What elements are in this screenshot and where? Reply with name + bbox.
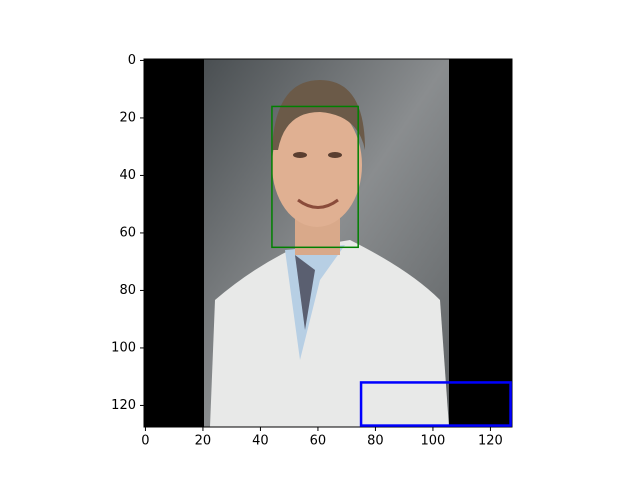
image	[144, 59, 512, 427]
x-tick-label: 40	[252, 434, 269, 449]
bounding-box	[359, 381, 512, 427]
y-tick-label: 100	[111, 340, 136, 355]
y-tick-label: 40	[119, 168, 136, 183]
x-tick-label: 120	[478, 434, 503, 449]
x-tick-label: 20	[195, 434, 212, 449]
y-tick-label: 20	[119, 110, 136, 125]
x-tick-label: 80	[367, 434, 384, 449]
y-tick-label: 120	[111, 398, 136, 413]
x-tick-label: 60	[310, 434, 327, 449]
x-tick-label: 0	[141, 434, 149, 449]
y-tick-label: 60	[119, 225, 136, 240]
y-tick-label: 0	[128, 53, 136, 68]
bounding-box	[271, 105, 359, 249]
photo	[204, 59, 449, 427]
axes-frame	[143, 58, 513, 428]
y-tick-label: 80	[119, 283, 136, 298]
x-tick-label: 100	[421, 434, 446, 449]
